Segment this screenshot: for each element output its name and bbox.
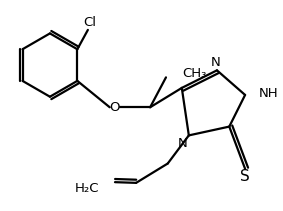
Text: N: N (178, 137, 187, 150)
Text: H₂C: H₂C (75, 182, 99, 195)
Text: O: O (110, 101, 120, 114)
Text: Cl: Cl (83, 16, 96, 29)
Text: N: N (210, 56, 220, 69)
Text: S: S (240, 169, 250, 184)
Text: CH₃: CH₃ (182, 67, 206, 80)
Text: NH: NH (258, 87, 278, 100)
